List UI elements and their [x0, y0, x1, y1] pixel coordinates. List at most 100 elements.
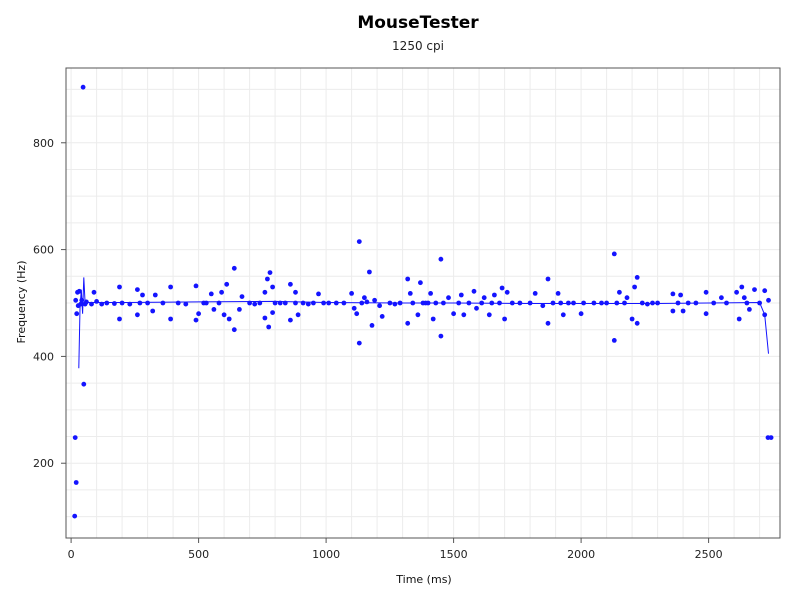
data-point: [356, 340, 362, 346]
data-point: [504, 289, 510, 295]
data-point: [252, 301, 258, 307]
data-point: [405, 320, 411, 326]
y-tick-label: 200: [33, 457, 54, 470]
data-point: [617, 289, 622, 295]
data-point: [224, 281, 230, 287]
data-point: [237, 307, 242, 312]
data-point: [747, 307, 752, 312]
data-point: [73, 480, 79, 485]
data-point: [611, 251, 617, 257]
data-point: [540, 303, 546, 309]
data-point: [428, 291, 433, 296]
data-point: [545, 276, 551, 282]
data-point: [486, 312, 492, 318]
data-point: [678, 292, 683, 298]
data-point: [74, 311, 80, 317]
data-point: [305, 301, 311, 307]
data-point: [293, 289, 298, 295]
data-point: [267, 270, 273, 275]
data-point: [265, 276, 270, 282]
data-point: [226, 316, 232, 322]
data-point: [703, 311, 709, 317]
data-point: [629, 316, 635, 322]
data-point: [76, 288, 82, 294]
data-point: [499, 285, 505, 291]
data-point: [741, 295, 747, 301]
data-point: [112, 301, 117, 306]
data-point: [379, 314, 385, 319]
data-point: [168, 284, 174, 290]
data-point: [446, 295, 451, 301]
data-point: [502, 316, 507, 322]
data-point: [73, 297, 79, 303]
data-point: [145, 300, 151, 306]
data-point: [231, 265, 237, 271]
data-point: [736, 316, 742, 322]
data-point: [766, 297, 771, 303]
data-point: [72, 513, 78, 519]
data-point: [405, 276, 411, 282]
data-point: [752, 287, 757, 292]
data-point: [415, 312, 421, 318]
data-point: [137, 300, 143, 306]
data-point: [418, 280, 423, 286]
data-point: [367, 269, 372, 275]
data-point: [221, 312, 227, 318]
data-point: [634, 320, 640, 326]
data-point: [270, 284, 275, 290]
data-point: [203, 300, 209, 306]
data-point: [354, 311, 360, 317]
data-point: [168, 316, 174, 322]
data-point: [94, 299, 99, 304]
data-point: [351, 305, 357, 311]
data-point: [117, 284, 122, 290]
data-point: [72, 435, 78, 440]
data-point: [152, 292, 158, 298]
data-point: [430, 316, 436, 322]
data-point: [219, 289, 225, 295]
data-point: [266, 324, 272, 330]
data-point: [438, 333, 444, 339]
y-tick-label: 800: [33, 137, 54, 150]
data-point: [739, 284, 745, 290]
data-point: [545, 320, 551, 326]
data-point: [193, 283, 199, 289]
data-point: [349, 291, 354, 296]
x-tick-label: 500: [188, 548, 209, 561]
y-tick-label: 400: [33, 350, 54, 363]
data-point: [369, 323, 375, 328]
data-point: [438, 256, 444, 262]
x-axis: 0 500 1000 1500 2000 2500: [68, 538, 723, 561]
data-point: [262, 289, 268, 295]
data-point: [632, 284, 637, 290]
data-point: [211, 307, 217, 312]
data-point: [288, 317, 293, 323]
data-point: [392, 301, 398, 307]
data-point: [362, 295, 367, 301]
data-point: [555, 291, 561, 296]
data-point: [208, 291, 214, 297]
y-axis: 200 400 600 800: [33, 137, 66, 470]
data-point: [196, 311, 202, 317]
x-axis-label: Time (ms): [395, 573, 451, 586]
x-tick-label: 2500: [695, 548, 723, 561]
data-point: [364, 299, 370, 305]
x-tick-label: 1000: [312, 548, 340, 561]
data-point: [481, 295, 487, 301]
data-point: [372, 297, 377, 303]
x-tick-label: 0: [68, 548, 75, 561]
data-point: [81, 381, 87, 387]
data-point: [80, 84, 86, 90]
trend-line: [78, 277, 769, 369]
data-point: [670, 308, 676, 314]
data-point: [492, 292, 497, 298]
data-point: [461, 312, 467, 318]
data-point: [295, 312, 301, 318]
data-point: [471, 288, 477, 294]
data-point: [160, 300, 166, 306]
data-point: [231, 327, 237, 333]
y-tick-label: 600: [33, 244, 54, 257]
data-point: [719, 295, 724, 301]
data-point: [193, 317, 199, 323]
